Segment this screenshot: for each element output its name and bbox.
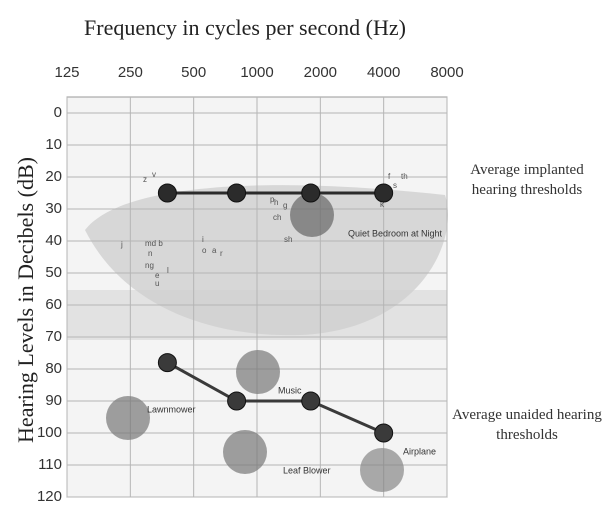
phoneme: n [148, 249, 152, 258]
point [302, 392, 320, 410]
point [228, 392, 246, 410]
phoneme: ng [145, 261, 154, 270]
phoneme: md b [145, 239, 163, 248]
y-tick-label: 80 [45, 360, 62, 377]
y-axis-label: Hearing Levels in Decibels (dB) [13, 157, 38, 443]
phoneme: sh [284, 235, 292, 244]
phoneme: th [401, 172, 408, 181]
y-tick-label: 100 [37, 424, 62, 441]
point [158, 354, 176, 372]
point [375, 184, 393, 202]
x-tick-label: 250 [118, 64, 143, 81]
x-tick-label: 500 [181, 64, 206, 81]
y-tick-label: 30 [45, 200, 62, 217]
phoneme: v [152, 170, 156, 179]
x-tick-label: 125 [54, 64, 79, 81]
annotation: Quiet Bedroom at Night [348, 228, 443, 238]
legend-entry: Average unaided hearing thresholds [452, 405, 602, 445]
annotation: Music [278, 385, 302, 395]
phoneme: s [393, 181, 397, 190]
phoneme: a [212, 246, 217, 255]
x-tick-label: 2000 [304, 64, 337, 81]
legend-entry: Average implanted hearing thresholds [452, 160, 602, 200]
point [228, 184, 246, 202]
icon [106, 396, 150, 440]
x-tick-label: 1000 [240, 64, 273, 81]
phoneme: z [143, 175, 147, 184]
phoneme: r [220, 249, 223, 258]
y-tick-label: 50 [45, 264, 62, 281]
phoneme: o [202, 246, 207, 255]
y-tick-label: 120 [37, 488, 62, 505]
phoneme: i [202, 235, 204, 244]
page: Frequency in cycles per second (Hz) Hear… [0, 0, 605, 515]
phoneme: h [274, 198, 278, 207]
point [158, 184, 176, 202]
y-tick-label: 110 [38, 456, 62, 473]
point [302, 184, 320, 202]
phoneme: j [120, 240, 123, 249]
y-tick-label: 90 [45, 392, 62, 409]
chart-title: Frequency in cycles per second (Hz) [84, 15, 406, 40]
y-tick-label: 10 [45, 136, 62, 153]
y-tick-label: 70 [45, 328, 62, 345]
icon [236, 350, 280, 394]
phoneme: l [167, 266, 169, 275]
y-tick-label: 60 [45, 296, 62, 313]
annotation: Lawnmower [147, 404, 196, 414]
icon [360, 448, 404, 492]
annotation: Leaf Blower [283, 465, 331, 475]
y-tick-label: 40 [45, 232, 62, 249]
annotation: Airplane [403, 446, 436, 456]
phoneme: u [155, 279, 159, 288]
y-tick-label: 0 [54, 104, 62, 121]
point [375, 424, 393, 442]
phoneme: ch [273, 213, 281, 222]
x-tick-label: 4000 [367, 64, 400, 81]
phoneme: g [283, 201, 287, 210]
y-tick-label: 20 [45, 168, 62, 185]
x-tick-label: 8000 [430, 64, 463, 81]
icon [223, 430, 267, 474]
